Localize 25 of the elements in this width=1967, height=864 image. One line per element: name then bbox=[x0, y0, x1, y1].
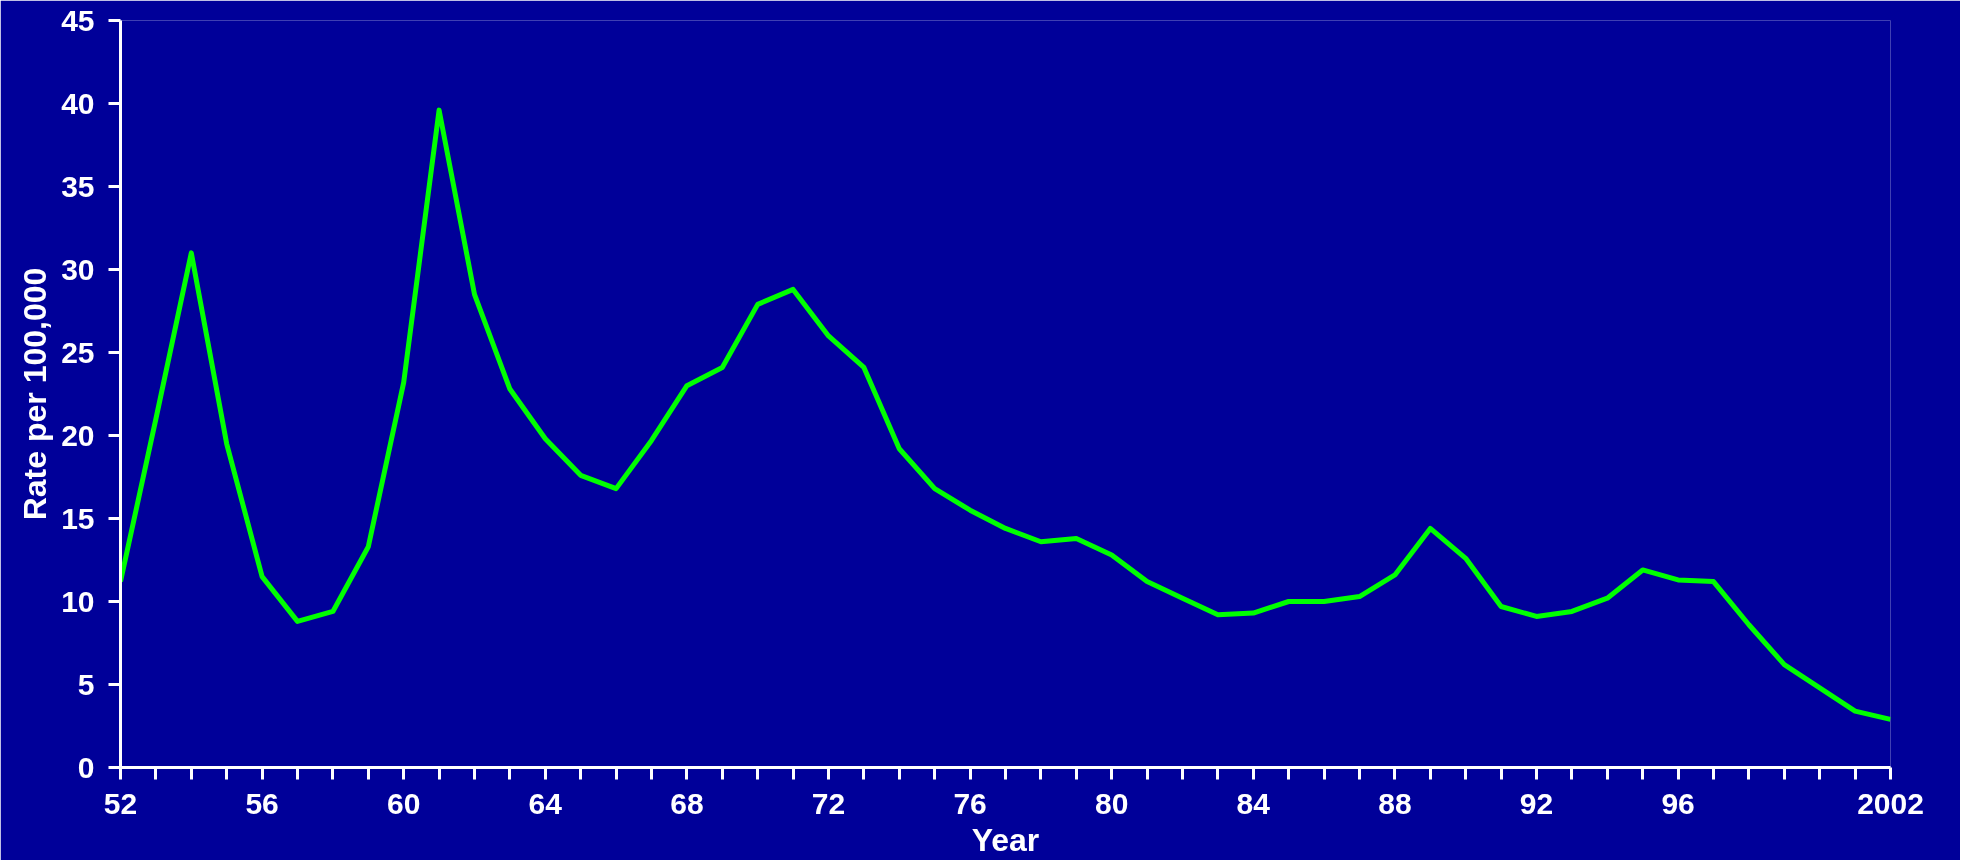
x-tick-label: 2002 bbox=[1857, 786, 1924, 820]
x-tick-label: 72 bbox=[811, 786, 846, 820]
x-axis-title: Year bbox=[971, 821, 1040, 858]
y-tick-label: 25 bbox=[61, 335, 95, 369]
x-tick-label: 60 bbox=[387, 786, 421, 820]
y-tick-label: 10 bbox=[61, 584, 95, 618]
y-tick-label: 20 bbox=[61, 418, 95, 452]
y-tick-label: 45 bbox=[61, 3, 95, 37]
x-tick-label: 80 bbox=[1095, 786, 1129, 820]
x-tick-label: 52 bbox=[103, 786, 138, 820]
x-tick-label: 56 bbox=[245, 786, 279, 820]
x-tick-label: 76 bbox=[953, 786, 987, 820]
x-tick-label: 84 bbox=[1236, 786, 1271, 820]
y-tick-label: 5 bbox=[77, 667, 95, 701]
x-tick-label: 96 bbox=[1661, 786, 1695, 820]
x-tick-label: 88 bbox=[1378, 786, 1412, 820]
y-tick-label: 0 bbox=[77, 750, 95, 784]
x-tick-label: 92 bbox=[1519, 786, 1554, 820]
x-tick-label: 64 bbox=[528, 786, 563, 820]
y-axis-title: Rate per 100,000 bbox=[17, 267, 54, 521]
y-tick-label: 35 bbox=[61, 169, 95, 203]
x-tick-label: 68 bbox=[670, 786, 704, 820]
y-tick-label: 15 bbox=[61, 501, 95, 535]
y-tick-label: 40 bbox=[61, 86, 95, 120]
y-tick-label: 30 bbox=[61, 252, 95, 286]
